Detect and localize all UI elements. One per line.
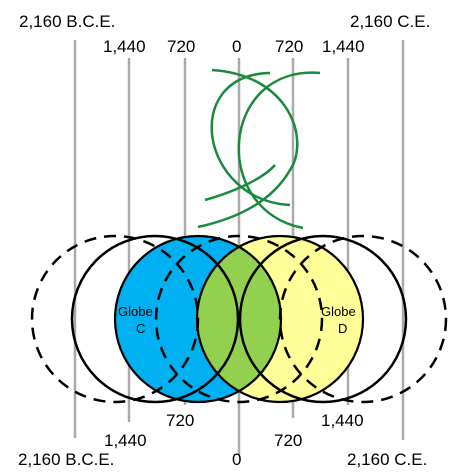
label-top-1440-bce: 1,440 xyxy=(103,37,146,56)
label-bottom-1440-ce: 1,440 xyxy=(321,411,364,430)
globe-d-label-line1: Globe xyxy=(321,304,356,319)
pisces-fish-icon xyxy=(197,68,321,230)
globe-dashed-1 xyxy=(30,234,200,404)
label-top-2160-ce: 2,160 C.E. xyxy=(350,12,430,31)
label-bottom-2160-bce: 2,160 B.C.E. xyxy=(18,450,114,469)
globe-dashed-2 xyxy=(154,234,324,404)
globe-dashed-3 xyxy=(278,234,448,404)
globe-c-label-line2: C xyxy=(136,321,145,336)
label-top-2160-bce: 2,160 B.C.E. xyxy=(19,12,115,31)
globe-outer-right xyxy=(238,234,408,404)
label-bottom-2160-ce: 2,160 C.E. xyxy=(347,450,427,469)
label-bottom-zero: 0 xyxy=(232,450,241,469)
globe-outer-left xyxy=(70,234,240,404)
label-top-1440-ce: 1,440 xyxy=(322,37,365,56)
globes xyxy=(30,234,448,404)
label-bottom-1440-bce: 1,440 xyxy=(104,431,147,450)
label-bottom-720-bce: 720 xyxy=(166,411,194,430)
label-top-720-ce: 720 xyxy=(275,37,303,56)
globe-d-label-line2: D xyxy=(338,321,347,336)
label-bottom-720-ce: 720 xyxy=(274,431,302,450)
globe-c-label-line1: Globe xyxy=(118,304,153,319)
label-top-zero: 0 xyxy=(232,37,241,56)
label-top-720-bce: 720 xyxy=(167,37,195,56)
